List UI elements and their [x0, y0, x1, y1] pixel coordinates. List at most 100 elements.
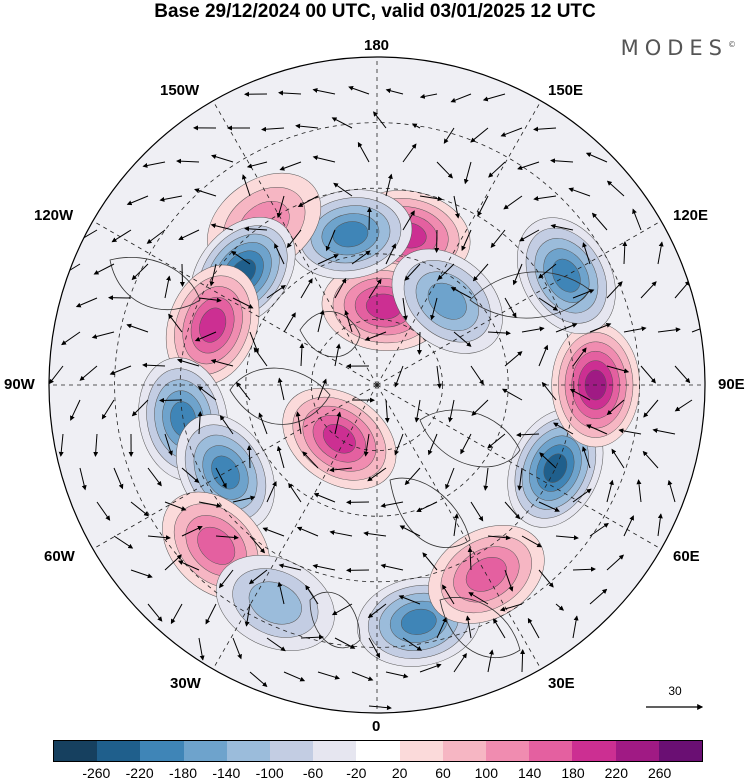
wind-arrow: [521, 535, 543, 548]
wind-arrow: [109, 365, 132, 375]
wind-arrow: [477, 195, 489, 217]
wind-arrow: [453, 513, 459, 537]
wind-arrow: [521, 326, 545, 333]
wind-arrow: [249, 671, 268, 687]
wind-arrow: [504, 351, 523, 367]
latitude-circle: [114, 122, 640, 648]
wind-arrow: [274, 243, 285, 265]
wind-arrow: [297, 195, 319, 207]
wind-arrow: [533, 126, 557, 132]
wind-arrow: [113, 535, 134, 549]
wind-arrow: [606, 281, 623, 299]
wind-arrow: [279, 161, 302, 171]
anomaly-contour: [400, 608, 437, 635]
colorbar-tick-label: 220: [604, 765, 629, 781]
wind-arrow: [674, 280, 690, 299]
colorbar-tick-label: -260: [82, 765, 111, 781]
wind-arrow: [296, 526, 319, 537]
latitude-circle: [179, 187, 575, 583]
wind-arrow: [402, 637, 423, 651]
wind-arrow: [487, 433, 506, 449]
lon-label-30w: 30W: [170, 675, 201, 692]
wind-arrow: [606, 180, 625, 197]
meridian-line: [376, 220, 662, 386]
wind-arrow: [142, 161, 166, 168]
wind-arrow: [363, 433, 370, 457]
anomaly-contour: [332, 221, 369, 248]
colorbar-tick-label: 260: [647, 765, 672, 781]
wind-arrow: [113, 467, 124, 490]
wind-arrow: [164, 433, 173, 456]
wind-arrow: [278, 563, 302, 571]
wind-arrow: [373, 111, 387, 129]
wind-arrow: [317, 671, 340, 680]
lon-label-180: 180: [364, 37, 390, 54]
wind-arrow: [300, 634, 324, 640]
wind-arrow: [640, 365, 656, 384]
wind-arrow: [244, 226, 268, 232]
colorbar-tick-label: 60: [435, 765, 451, 781]
wind-arrow: [394, 365, 404, 388]
wind-arrow: [539, 452, 557, 469]
wind-arrow: [674, 365, 691, 384]
anomaly-siberia-trough: [391, 248, 503, 354]
wind-arrow: [385, 173, 393, 197]
wind-arrow: [447, 399, 455, 423]
lon-label-90e: 90E: [718, 376, 745, 393]
anomaly-azores-trough: [215, 555, 335, 651]
wind-arrow: [606, 399, 625, 416]
wind-arrow: [402, 143, 417, 163]
wind-arrow: [606, 554, 625, 571]
wind-arrow: [380, 501, 404, 508]
wind-arrow: [313, 492, 336, 503]
wind-arrow: [357, 141, 370, 163]
wind-arrow: [170, 603, 183, 625]
wind-arrow: [198, 297, 222, 303]
colorbar-ticks: -260 -220 -180 -140 -100 -60 -20 20 60 100 140 180 2…: [53, 765, 703, 783]
polar-map: [48, 56, 706, 714]
wind-arrow: [518, 229, 540, 242]
wind-arrow: [215, 534, 239, 540]
wind-arrow: [295, 123, 319, 129]
wind-arrow: [487, 649, 494, 673]
wind-arrow: [283, 312, 296, 333]
meridian-line: [376, 384, 542, 670]
wind-arrow: [582, 242, 591, 265]
wind-arrow: [325, 229, 336, 252]
anomaly-contour: [199, 307, 227, 343]
wind-arrow: [427, 433, 438, 456]
wind-arrow: [334, 277, 347, 299]
wind-arrow: [197, 386, 217, 401]
wind-arrow: [262, 527, 285, 537]
wind-arrow: [159, 397, 183, 403]
wind-arrow: [652, 428, 676, 435]
wind-arrow: [312, 563, 336, 571]
wind-arrow: [302, 451, 319, 469]
wind-arrow: [164, 275, 171, 299]
lon-label-60w: 60W: [44, 548, 75, 565]
wind-arrow: [643, 399, 659, 418]
modes-logo: MODES©: [621, 36, 736, 60]
wind-arrow: [470, 365, 484, 386]
wind-arrow: [453, 195, 460, 219]
wind-arrow: [253, 347, 268, 367]
wind-arrow: [611, 448, 625, 469]
wind-arrow: [126, 323, 149, 333]
meridian-line: [92, 220, 378, 386]
reference-vector-value: 30: [668, 684, 682, 698]
wind-arrow: [278, 90, 302, 96]
wind-arrow: [436, 161, 454, 179]
wind-arrow: [176, 158, 200, 164]
wind-arrow: [533, 195, 557, 201]
wind-arrow: [385, 671, 409, 679]
wind-arrow: [572, 566, 596, 572]
colorbar-tick-label: -20: [346, 765, 367, 781]
wind-arrow: [572, 289, 595, 299]
meridian-line: [376, 384, 662, 550]
wind-arrow: [512, 263, 523, 286]
wind-arrow: [500, 127, 523, 137]
wind-vectors: [49, 85, 705, 711]
meridian-line: [212, 384, 378, 670]
colorbar-cell: [356, 741, 400, 761]
wind-arrow: [538, 501, 560, 512]
